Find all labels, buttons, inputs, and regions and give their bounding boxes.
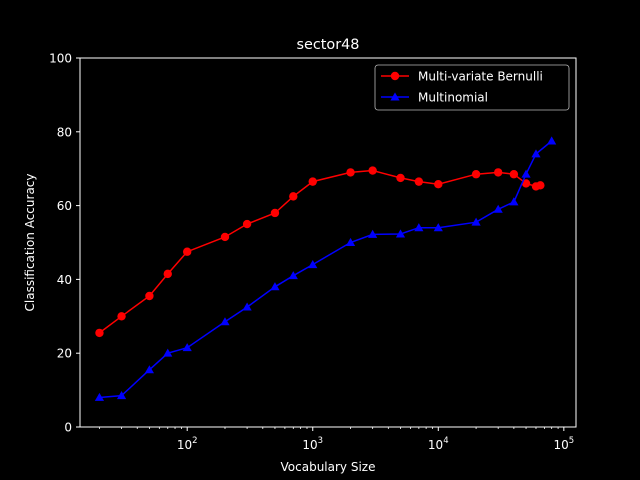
series-1 (94, 136, 557, 401)
legend-box (374, 64, 570, 111)
data-point (434, 179, 443, 189)
y-tick-label: 60 (57, 199, 72, 213)
y-tick-label: 80 (57, 125, 72, 139)
y-tick-label: 20 (57, 347, 72, 361)
y-tick-label: 100 (49, 52, 72, 66)
x-axis-label: Vocabulary Size (281, 460, 376, 474)
plot-frame (79, 57, 577, 428)
data-point (345, 237, 356, 246)
data-point (116, 391, 127, 400)
data-point (117, 312, 126, 321)
data-point (471, 170, 481, 179)
data-point (395, 229, 406, 238)
data-point (288, 271, 298, 280)
data-point (270, 282, 280, 291)
legend-label: Multi-variate Bernulli (418, 70, 543, 84)
y-tick-label: 40 (57, 273, 72, 287)
data-point (182, 343, 192, 352)
series-0 (95, 166, 545, 338)
data-point (220, 232, 230, 242)
data-point (182, 247, 192, 256)
series-layer (94, 136, 557, 401)
y-axis: 0 20 40 60 80 100 (49, 52, 80, 435)
data-point (163, 269, 172, 279)
data-point (396, 173, 405, 183)
data-point (493, 204, 503, 213)
data-point (433, 223, 443, 232)
y-axis-label: Classification Accuracy (23, 174, 37, 312)
data-point (414, 177, 424, 186)
data-point (346, 168, 355, 177)
data-point (368, 229, 378, 238)
data-point (95, 328, 104, 338)
legend: Multi-variate Bernulli Multinomial (374, 64, 570, 111)
data-point (94, 392, 105, 401)
data-point (547, 136, 557, 145)
data-point (493, 168, 503, 177)
data-point (414, 223, 424, 232)
data-point (242, 219, 252, 229)
data-point (242, 302, 252, 311)
legend-marker (390, 92, 400, 101)
x-tick-label: 103 (302, 436, 323, 452)
data-point (144, 365, 155, 374)
data-point (521, 179, 531, 188)
data-point (531, 149, 541, 158)
data-point (289, 192, 298, 201)
legend-label: Multinomial (418, 91, 488, 105)
x-tick-label: 104 (428, 436, 449, 452)
data-point (509, 170, 519, 179)
data-point (509, 197, 519, 206)
data-point (308, 177, 317, 186)
data-point (308, 260, 318, 269)
data-point (220, 317, 230, 326)
data-point (145, 291, 154, 301)
data-point (536, 181, 545, 190)
data-point (163, 348, 173, 357)
data-point (521, 169, 531, 178)
data-point (368, 166, 377, 175)
data-point (270, 208, 280, 218)
x-axis: 102 103 104 105 (99, 427, 574, 452)
y-tick-label: 0 (64, 421, 72, 435)
x-tick-label: 102 (177, 436, 198, 452)
data-point (471, 217, 481, 226)
x-tick-label: 105 (553, 436, 574, 452)
chart-title: sector48 (297, 37, 360, 53)
legend-marker (390, 71, 400, 81)
